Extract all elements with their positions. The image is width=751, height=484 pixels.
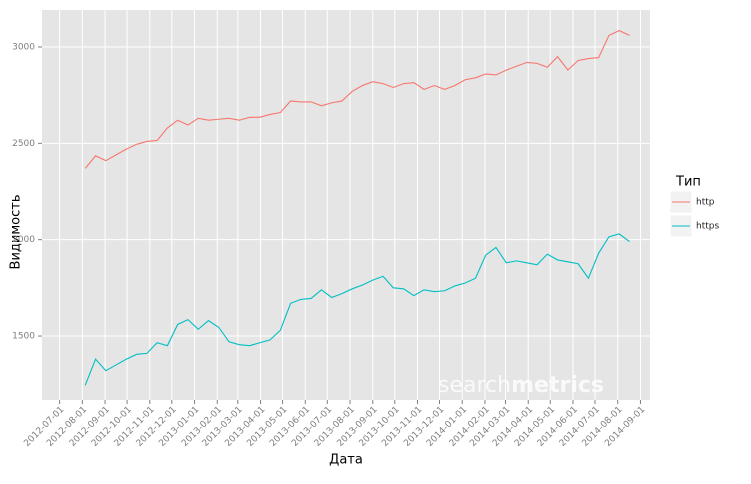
plot-panel (42, 10, 650, 400)
legend-title: Тип (675, 175, 701, 190)
legend-label: https (696, 222, 719, 232)
series-line (84, 30, 630, 169)
y-axis-label: Видимость (9, 195, 24, 270)
legend-label: http (696, 198, 715, 208)
y-tick-label: 2000 (12, 235, 35, 245)
y-tick-label: 1500 (12, 332, 35, 342)
y-tick-label: 2500 (12, 139, 35, 149)
watermark: searchmetrics (438, 373, 604, 398)
grid (42, 10, 650, 400)
marks (84, 30, 630, 386)
watermark-part: metrics (511, 373, 604, 398)
watermark-part: search (438, 373, 511, 398)
series-line (84, 233, 630, 386)
y-tick-label: 3000 (12, 42, 35, 52)
x-axis-label: Дата (329, 453, 363, 468)
